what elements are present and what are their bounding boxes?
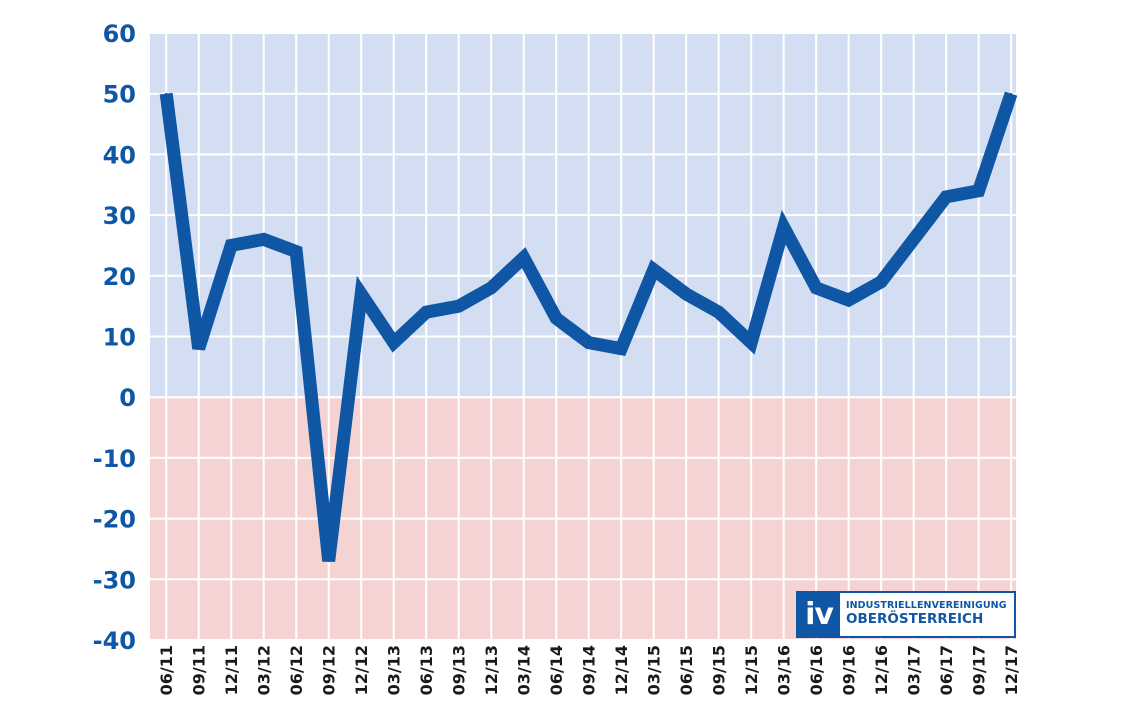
series-layer — [159, 91, 1018, 563]
iv-logo-text: INDUSTRIELLENVEREINIGUNG OBERÖSTERREICH — [840, 593, 1007, 636]
y-tick-label: -40 — [93, 627, 136, 655]
x-tick-label: 09/17 — [970, 645, 989, 695]
x-tick-label: 03/16 — [775, 645, 794, 695]
x-tick-label: 09/13 — [450, 645, 469, 695]
x-tick-label: 03/13 — [385, 645, 404, 695]
y-tick-label: -20 — [93, 506, 136, 534]
data-point — [1010, 92, 1013, 95]
data-point — [360, 293, 363, 296]
x-tick-label: 12/16 — [872, 645, 891, 695]
y-tick-label: 30 — [103, 202, 136, 230]
y-tick-label: -10 — [93, 445, 136, 473]
x-axis: 06/11 09/11 12/11 03/12 06/12 09/12 12/12 03/13… — [157, 645, 1021, 695]
data-point — [262, 238, 265, 241]
data-point — [977, 189, 980, 192]
data-point — [685, 293, 688, 296]
x-tick-label: 03/12 — [255, 645, 274, 695]
x-tick-label: 03/17 — [905, 645, 924, 695]
data-point — [912, 238, 915, 241]
data-point — [490, 286, 493, 289]
iv-logo-mark: iv — [798, 593, 840, 636]
x-tick-label: 09/15 — [710, 645, 729, 695]
data-point — [945, 195, 948, 198]
iv-logo: iv INDUSTRIELLENVEREINIGUNG OBERÖSTERREI… — [796, 591, 1016, 638]
data-point — [457, 305, 460, 308]
x-tick-label: 09/14 — [580, 645, 599, 695]
y-tick-label: 40 — [103, 141, 136, 169]
data-point — [230, 244, 233, 247]
data-point — [327, 560, 330, 563]
y-tick-label: 20 — [103, 263, 136, 291]
x-tick-label: 09/12 — [320, 645, 339, 695]
x-tick-label: 09/11 — [190, 645, 209, 695]
x-tick-label: 09/16 — [840, 645, 859, 695]
data-point — [847, 299, 850, 302]
x-tick-label: 12/11 — [222, 645, 241, 695]
data-point — [295, 250, 298, 253]
x-tick-label: 06/16 — [807, 645, 826, 695]
data-point — [165, 92, 168, 95]
data-point — [555, 317, 558, 320]
data-point — [717, 311, 720, 314]
x-tick-label: 12/15 — [742, 645, 761, 695]
x-tick-label: 12/12 — [352, 645, 371, 695]
data-point — [522, 256, 525, 259]
data-point — [587, 341, 590, 344]
data-point — [392, 341, 395, 344]
data-point — [620, 347, 623, 350]
data-point — [750, 341, 753, 344]
y-tick-label: 10 — [103, 324, 136, 352]
x-tick-label: 03/14 — [515, 645, 534, 695]
x-tick-label: 06/11 — [157, 645, 176, 695]
y-tick-label: -30 — [93, 566, 136, 594]
y-tick-label: 50 — [103, 81, 136, 109]
data-point — [197, 347, 200, 350]
data-point — [652, 268, 655, 271]
x-tick-label: 06/14 — [547, 645, 566, 695]
x-tick-label: 06/12 — [287, 645, 306, 695]
logo-organization-name: INDUSTRIELLENVEREINIGUNG — [846, 600, 1007, 612]
data-point — [880, 280, 883, 283]
x-tick-label: 06/13 — [417, 645, 436, 695]
x-tick-label: 03/15 — [645, 645, 664, 695]
y-tick-label: 0 — [119, 384, 136, 412]
data-point — [425, 311, 428, 314]
y-tick-label: 60 — [103, 20, 136, 48]
y-axis: 60 50 40 30 20 10 0 -10 -20 -30 -40 — [93, 20, 136, 655]
logo-region-name: OBERÖSTERREICH — [846, 611, 984, 628]
data-point — [782, 226, 785, 229]
x-tick-label: 12/17 — [1002, 645, 1021, 695]
x-tick-label: 12/13 — [482, 645, 501, 695]
data-point — [815, 286, 818, 289]
x-tick-label: 12/14 — [612, 645, 631, 695]
x-tick-label: 06/17 — [937, 645, 956, 695]
x-tick-label: 06/15 — [677, 645, 696, 695]
